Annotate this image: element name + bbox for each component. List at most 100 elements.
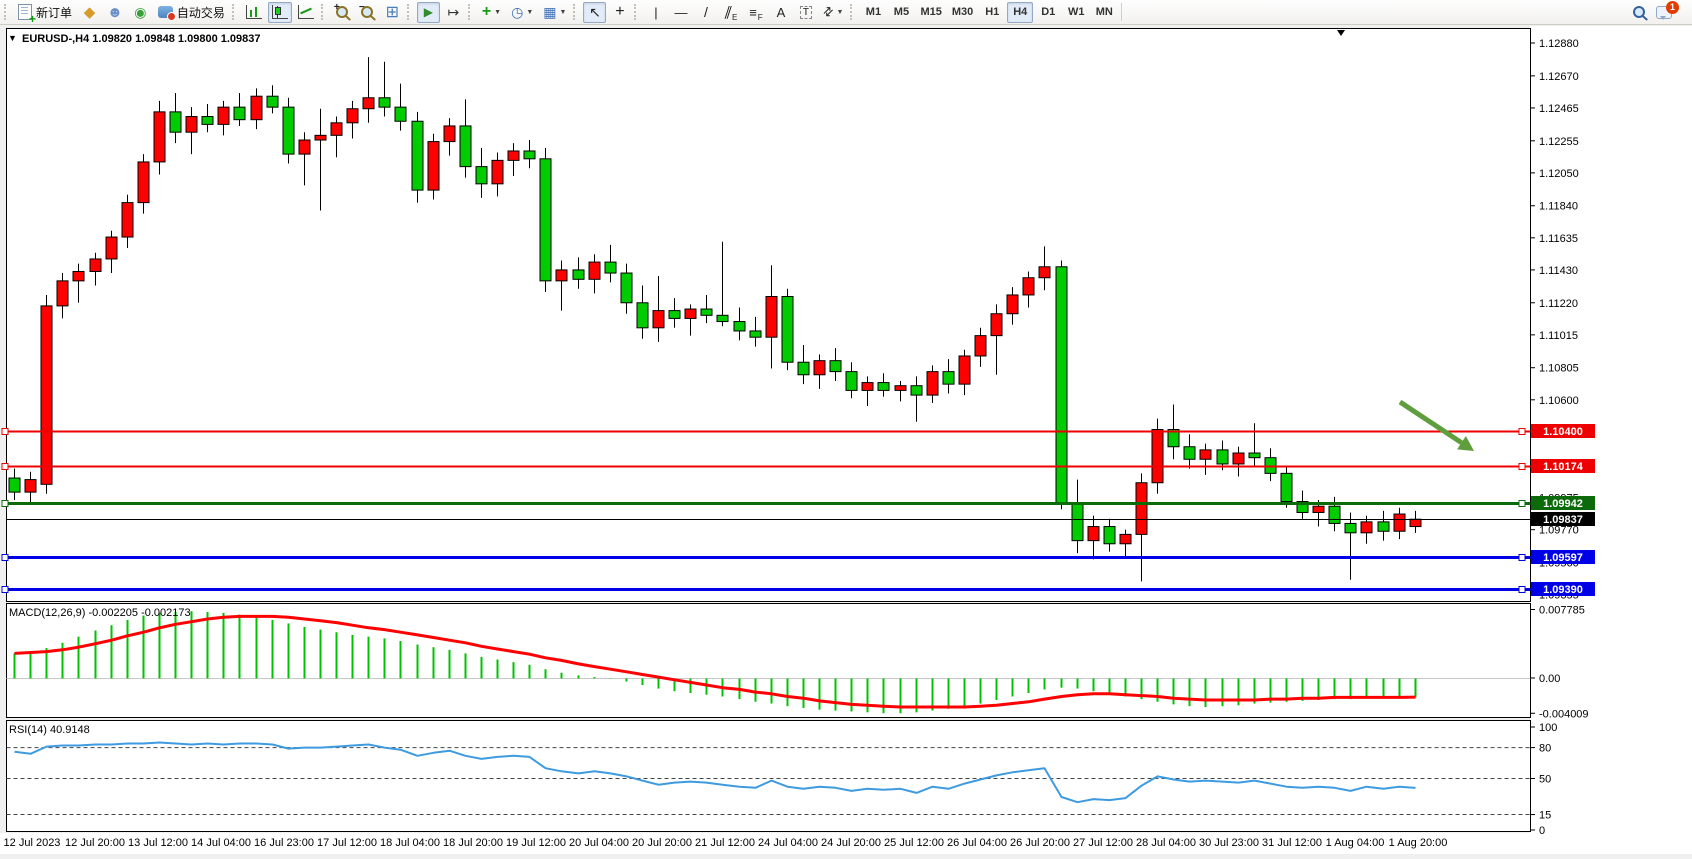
candle-body-bear <box>411 120 424 191</box>
price-badge-text: 1.10174 <box>1543 461 1584 473</box>
candle-body-bull <box>1312 505 1325 513</box>
trendline-icon: / <box>703 4 708 20</box>
candlestick-chart-button[interactable] <box>267 1 292 23</box>
candle-body-bull <box>926 371 939 396</box>
profile-button[interactable]: ☻ <box>103 2 127 23</box>
candle-body-bull <box>958 355 971 385</box>
signals-button[interactable]: ◉ <box>129 2 152 23</box>
time-axis-label: 13 Jul 12:00 <box>128 837 188 849</box>
timeframe-h1-button[interactable]: H1 <box>985 6 1000 18</box>
hline-left-handle[interactable] <box>1 554 9 561</box>
candle-body-bear <box>378 97 391 108</box>
candle-body-bear <box>266 95 279 108</box>
timeframe-d1-button[interactable]: D1 <box>1041 6 1056 18</box>
macd-signal-line <box>14 614 1416 709</box>
candle-body-bull <box>443 125 456 143</box>
hline-left-handle[interactable] <box>1 428 9 435</box>
time-axis-label: 20 Jul 20:00 <box>632 837 692 849</box>
price-badge-1.10400 <box>1531 424 1595 438</box>
timeframe-mn-button[interactable]: MN <box>1095 6 1113 18</box>
indicators-button[interactable]: + ▼ <box>478 2 505 23</box>
symbol-dropdown-icon[interactable]: ▼ <box>8 33 17 43</box>
price-badge-1.09942 <box>1531 496 1595 510</box>
time-axis-label: 30 Jul 23:00 <box>1199 837 1259 849</box>
candle-body-bear <box>668 310 681 319</box>
rsi-label: RSI(14) 40.9148 <box>9 724 90 736</box>
fibonacci-icon: ≡ <box>749 4 757 20</box>
candle-body-bear <box>620 272 633 304</box>
equidistant-channel-button[interactable]: ∥ E <box>722 4 738 22</box>
rsi-axis-label: 0 <box>1539 825 1545 837</box>
candle-body-bear <box>459 125 472 168</box>
candle-body-bear <box>539 158 552 282</box>
trendline-button[interactable]: / <box>694 2 717 23</box>
candle-body-bull <box>1022 277 1035 296</box>
zoom-out-icon <box>361 6 374 18</box>
arrows-button[interactable]: ⇅ ▼ <box>819 2 847 23</box>
candle-body-bear <box>169 111 182 133</box>
timeframe-m30-button[interactable]: M30 <box>951 6 974 18</box>
time-axis-label: 19 Jul 12:00 <box>506 837 566 849</box>
candle-body-bull <box>121 202 134 238</box>
bar-chart-button[interactable] <box>242 2 266 23</box>
candle-body-bull <box>765 296 778 338</box>
candle-body-bear <box>797 361 810 376</box>
hline-right-handle[interactable] <box>1518 586 1526 593</box>
new-order-button[interactable]: 新订单 <box>14 2 76 24</box>
trend-arrow-annotation[interactable] <box>1398 399 1474 451</box>
zoom-in-button[interactable]: + <box>331 2 354 23</box>
candle-body-bear <box>942 371 955 385</box>
auto-scroll-icon: ▶ <box>423 5 433 19</box>
fibonacci-button[interactable]: ≡ F <box>749 4 763 22</box>
search-button[interactable] <box>1627 2 1650 23</box>
timeframe-m15-button[interactable]: M15 <box>920 6 942 18</box>
hline-left-handle[interactable] <box>1 500 9 507</box>
dropdown-arrow-icon: ▼ <box>494 8 502 16</box>
dropdown-arrow-icon: ▼ <box>836 8 844 16</box>
hline-right-handle[interactable] <box>1518 463 1526 470</box>
timeframe-h4-button[interactable]: H4 <box>1007 1 1034 23</box>
line-chart-icon <box>297 5 314 19</box>
hline-right-handle[interactable] <box>1518 554 1526 561</box>
line-chart-button[interactable] <box>294 2 318 23</box>
chart-shift-button[interactable]: ↦ <box>442 2 465 23</box>
chart-shift-marker[interactable] <box>1337 30 1345 36</box>
vertical-line-button[interactable]: | <box>644 2 667 23</box>
cursor-button[interactable]: ↖ <box>583 1 607 23</box>
auto-scroll-button[interactable]: ▶ <box>416 1 440 23</box>
chart-shift-icon: ↦ <box>447 3 460 20</box>
hline-right-handle[interactable] <box>1518 500 1526 507</box>
periods-button[interactable]: ◷ ▼ <box>507 2 537 23</box>
horizontal-line-button[interactable]: — <box>669 2 692 23</box>
text-button[interactable]: A <box>769 2 792 23</box>
crosshair-icon: + <box>615 3 625 20</box>
rsi-axis-label: 50 <box>1539 774 1551 786</box>
notifications-button[interactable]: 1 <box>1652 0 1679 23</box>
price-tick-label: 1.11015 <box>1539 330 1578 342</box>
timeframe-m1-button[interactable]: M1 <box>865 6 882 18</box>
tile-windows-button[interactable]: ⊞ <box>381 2 404 23</box>
hline-left-handle[interactable] <box>1 463 9 470</box>
templates-button[interactable]: ▦ ▼ <box>539 2 570 23</box>
timeframe-w1-button[interactable]: W1 <box>1068 6 1085 18</box>
candle-body-bull <box>40 305 53 485</box>
text-label-button[interactable]: T <box>794 2 817 23</box>
price-badge-1.09837 <box>1531 512 1595 526</box>
hline-right-handle[interactable] <box>1518 428 1526 435</box>
timeframe-m5-button[interactable]: M5 <box>893 6 910 18</box>
candle-body-bull <box>24 479 37 493</box>
arrow-head <box>1457 436 1474 451</box>
candle-body-bull <box>1232 452 1245 465</box>
candle-body-bull <box>861 382 874 391</box>
auto-trading-button[interactable]: 自动交易 <box>154 2 229 23</box>
quotes-button[interactable]: ◆ <box>78 2 101 23</box>
cursor-icon: ↖ <box>589 3 601 20</box>
dropdown-arrow-icon: ▼ <box>526 8 534 16</box>
time-axis-label: 26 Jul 04:00 <box>947 837 1007 849</box>
hline-left-handle[interactable] <box>1 586 9 593</box>
price-tick-label: 1.11840 <box>1539 201 1578 213</box>
crosshair-button[interactable]: + <box>608 2 631 23</box>
zoom-out-button[interactable]: − <box>356 2 379 23</box>
candle-body-bull <box>1038 266 1051 279</box>
candle-body-bull <box>105 236 118 260</box>
